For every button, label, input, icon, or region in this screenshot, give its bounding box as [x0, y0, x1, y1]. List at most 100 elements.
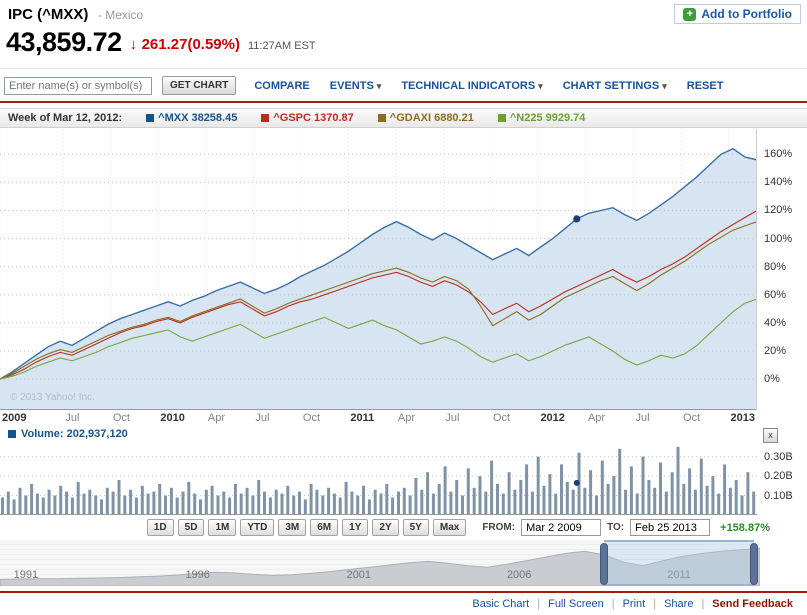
timeline-year-label: 2011 — [667, 569, 691, 581]
timeline-year-label: 1991 — [13, 569, 39, 581]
toolbar-menu-events[interactable]: EVENTS ▾ — [330, 80, 382, 92]
volume-axis-label: 0.10B — [764, 489, 793, 502]
range-button-5y[interactable]: 5Y — [402, 519, 429, 536]
timeline-slider[interactable]: 1991 1996 2001 2006 2011 — [0, 540, 760, 586]
x-axis-label: 2013 — [730, 412, 755, 424]
range-button-1d[interactable]: 1D — [146, 519, 174, 536]
footer-separator: | — [653, 598, 657, 610]
legend-item-gspc: ^GSPC 1370.87 — [261, 112, 354, 124]
price-bar: 43,859.72 ↓ 261.27(0.59%) 11:27AM EST — [6, 27, 316, 57]
range-gain: +158.87% — [720, 521, 770, 534]
footer-link-print[interactable]: Print — [622, 598, 646, 610]
quote-time: 11:27AM EST — [247, 40, 316, 52]
from-label: FROM: — [482, 522, 516, 533]
legend-items: ^MXX 38258.45 ^GSPC 1370.87 ^GDAXI 6880.21… — [146, 112, 585, 124]
x-axis-label: Oct — [302, 412, 321, 424]
from-date-input[interactable] — [521, 519, 602, 536]
footer-link-basic-chart[interactable]: Basic Chart — [472, 598, 530, 610]
range-button-1y[interactable]: 1Y — [342, 519, 369, 536]
x-axis-label: Apr — [397, 412, 416, 424]
timeline-year-label: 2001 — [346, 569, 372, 581]
x-axis-label: Jul — [635, 412, 650, 424]
range-button-1m[interactable]: 1M — [208, 519, 237, 536]
footer-separator: | — [611, 598, 615, 610]
toolbar-menu-chart-settings[interactable]: CHART SETTINGS ▾ — [563, 80, 667, 92]
main-chart-y-axis: 160% 140% 120% 100% 80% 60% 40% 20% 0% — [757, 129, 807, 410]
x-axis-label: Apr — [207, 412, 225, 424]
x-axis-label: Oct — [492, 412, 511, 424]
down-arrow-icon: ↓ — [129, 36, 138, 53]
y-axis-label: 120% — [764, 204, 793, 217]
legend-series-label: ^N225 9929.74 — [509, 112, 586, 124]
range-button-max[interactable]: Max — [432, 519, 467, 536]
timeline-selection-window[interactable] — [600, 540, 758, 586]
footer-link-share[interactable]: Share — [664, 598, 694, 610]
volume-chart[interactable] — [0, 443, 757, 515]
timeline-right-handle[interactable] — [750, 543, 758, 585]
timeline-years: 1991 1996 2001 2006 2011 — [0, 540, 760, 586]
toolbar-divider — [0, 101, 807, 103]
symbol-title: IPC (^MXX) — [8, 6, 89, 23]
x-axis-label: 2010 — [160, 412, 185, 424]
y-axis-label: 40% — [764, 316, 787, 329]
toolbar-menu-compare[interactable]: COMPARE — [254, 80, 309, 92]
x-axis-label: 2011 — [350, 412, 375, 424]
range-buttons: 1D 5D 1M YTD 3M 6M 1Y 2Y 5Y Max — [146, 519, 467, 536]
x-axis-label: Jul — [255, 412, 270, 424]
x-axis-label: 2009 — [2, 412, 27, 424]
x-axis-label: Jul — [65, 412, 80, 424]
toolbar-menu-label: CHART SETTINGS — [562, 79, 660, 92]
exchange-label: - Mexico — [97, 8, 144, 22]
get-chart-button[interactable]: GET CHART — [162, 76, 237, 95]
x-axis-label: Oct — [682, 412, 701, 424]
x-axis-label: 2012 — [540, 412, 565, 424]
footer-link-full-screen[interactable]: Full Screen — [548, 598, 604, 610]
x-axis-label: Oct — [112, 412, 130, 424]
to-date-input[interactable] — [630, 519, 711, 536]
timeline-chart — [0, 547, 760, 586]
add-to-portfolio-button[interactable]: + Add to Portfolio — [674, 4, 801, 24]
toolbar-menu-label: TECHNICAL INDICATORS — [401, 79, 536, 92]
y-axis-label: 60% — [764, 288, 787, 301]
caret-down-icon: ▾ — [538, 80, 543, 91]
toolbar-menu-label: RESET — [686, 79, 724, 92]
volume-label: Volume: 202,937,120 — [21, 428, 128, 440]
toolbar-menu-reset[interactable]: RESET — [687, 80, 724, 92]
price-change-wrap: ↓ 261.27(0.59%) — [130, 36, 240, 57]
footer-link-send-feedback[interactable]: Send Feedback — [712, 598, 793, 610]
chart-legend: Week of Mar 12, 2012: ^MXX 38258.45 ^GSPC… — [0, 108, 807, 128]
legend-chip-icon — [146, 114, 155, 122]
legend-series-label: ^GDAXI 6880.21 — [389, 112, 474, 124]
volume-chip-icon — [8, 430, 16, 438]
legend-chip-icon — [377, 114, 386, 122]
symbol-input[interactable] — [4, 76, 152, 95]
range-button-2y[interactable]: 2Y — [372, 519, 399, 536]
volume-axis-label: 0.20B — [764, 470, 793, 483]
y-axis-label: 160% — [764, 148, 793, 161]
add-to-portfolio-label: Add to Portfolio — [701, 7, 792, 21]
legend-series-label: ^GSPC 1370.87 — [273, 112, 354, 124]
toolbar-menu-technical-indicators[interactable]: TECHNICAL INDICATORS ▾ — [401, 80, 542, 92]
toolbar-menus: COMPARE EVENTS ▾ TECHNICAL INDICATORS ▾ CHART… — [254, 80, 723, 92]
toolbar-menu-label: COMPARE — [254, 79, 310, 92]
footer-separator: | — [701, 598, 705, 610]
chart-toolbar: GET CHART COMPARE EVENTS▾ TECHNICAL INDICA… — [4, 76, 723, 95]
volume-close-button[interactable]: x — [763, 428, 778, 443]
main-chart[interactable] — [0, 129, 757, 410]
last-price: 43,859.72 — [6, 27, 122, 57]
legend-chip-icon — [497, 114, 506, 122]
range-button-3m[interactable]: 3M — [278, 519, 307, 536]
y-axis-label: 100% — [764, 232, 793, 245]
timeline-left-handle[interactable] — [600, 543, 608, 585]
x-axis-label: Jul — [445, 412, 460, 424]
to-label: TO: — [607, 522, 625, 533]
range-button-6m[interactable]: 6M — [310, 519, 339, 536]
timeline-year-label: 1996 — [185, 569, 210, 581]
caret-down-icon: ▾ — [662, 80, 667, 91]
range-button-ytd[interactable]: YTD — [240, 519, 275, 536]
caret-down-icon: ▾ — [376, 80, 382, 91]
y-axis-label: 0% — [764, 373, 780, 386]
range-button-5d[interactable]: 5D — [177, 519, 205, 536]
